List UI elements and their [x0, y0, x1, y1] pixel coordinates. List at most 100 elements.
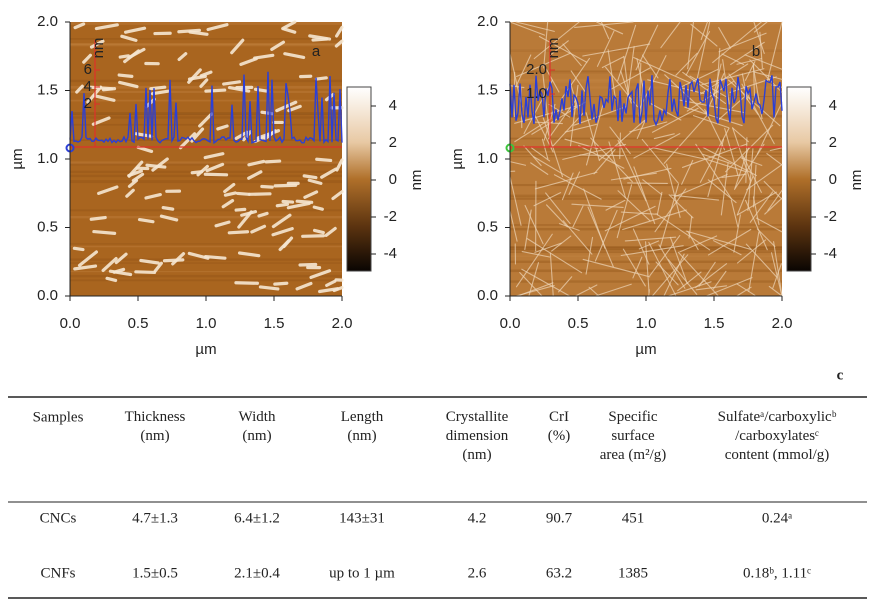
text-line: (nm) [462, 447, 491, 463]
fibril [695, 143, 732, 200]
fibril [713, 240, 742, 256]
fibril [118, 54, 130, 59]
fibril [767, 189, 783, 211]
fibril [763, 180, 783, 200]
fibril [769, 147, 783, 152]
colorbar-tick-label: -4 [824, 245, 837, 262]
fibril [139, 258, 160, 265]
fibril [278, 239, 291, 252]
fibril [227, 85, 251, 93]
fibril [198, 112, 214, 128]
fibril [515, 233, 553, 288]
fibril [89, 215, 107, 221]
fibril [97, 185, 119, 196]
fibril [696, 21, 711, 81]
profile-tick-label: 4 [84, 78, 92, 95]
fibril [273, 183, 298, 188]
fibril [222, 80, 242, 86]
fibril [745, 243, 777, 278]
fibril [721, 53, 745, 66]
fibril [523, 145, 542, 167]
text-line: Sulfateᵃ/carboxylicᵇ [718, 409, 837, 425]
scan-line [70, 163, 342, 166]
fibril [230, 38, 245, 55]
fibril [734, 147, 750, 191]
fibril [667, 281, 712, 297]
fibril [772, 263, 782, 289]
fibril [705, 277, 753, 297]
fibril [73, 264, 98, 271]
colorbar [346, 86, 372, 272]
fibril [275, 202, 290, 208]
fibril [633, 57, 693, 85]
fibril [72, 246, 85, 252]
fibril [679, 235, 718, 253]
fibril [234, 281, 259, 285]
text-line: (%) [548, 428, 571, 444]
table-cell: 143±31 [339, 510, 385, 526]
y-tick-label: 2.0 [477, 13, 498, 30]
fibril [75, 84, 84, 94]
scan-line [510, 22, 782, 25]
scan-line [70, 258, 342, 261]
fibril [509, 210, 518, 242]
fibril [206, 23, 229, 32]
text-line: dimension [446, 428, 509, 444]
scan-line [70, 209, 342, 212]
table-cell: 1385 [618, 565, 648, 581]
fibril [260, 184, 274, 189]
table-header: Sulfateᵃ/carboxylicᵇ/carboxylatesᶜ conten… [718, 409, 837, 463]
fibril [205, 162, 225, 173]
table-cell: 6.4±1.2 [234, 510, 280, 526]
fibril [325, 279, 337, 287]
colorbar-tick-label: -2 [384, 208, 397, 225]
fibril [702, 153, 732, 165]
fibril [682, 71, 726, 105]
panel-label: b [752, 43, 760, 60]
fibril [700, 21, 709, 41]
table-cell: 4.2 [468, 510, 487, 526]
fibril [509, 176, 522, 226]
fibril [732, 127, 751, 181]
fibril [594, 209, 618, 262]
fibril [188, 30, 209, 36]
panel-label: a [312, 43, 321, 60]
fibril [314, 76, 328, 81]
x-tick-label: 0.5 [128, 315, 149, 332]
fibril [538, 35, 588, 63]
fibril [616, 184, 633, 239]
colorbar-tick-label: 2 [829, 134, 837, 151]
fibril [253, 53, 275, 60]
colorbar-tick-label: 4 [389, 97, 397, 114]
fibril [92, 94, 116, 102]
fibril [695, 285, 728, 291]
colorbar [786, 86, 812, 272]
fibril [564, 123, 598, 133]
table-cell: 63.2 [546, 565, 572, 581]
fibril [734, 143, 765, 189]
fibril [590, 137, 633, 183]
fibril [702, 146, 757, 177]
fibril [732, 127, 749, 143]
text-line: area (m²/g) [600, 447, 667, 463]
text-line: Specific [608, 409, 657, 425]
fibril [629, 121, 668, 133]
fibril [187, 68, 202, 84]
fibril [744, 54, 783, 70]
fibril [546, 204, 568, 228]
height-profile [509, 75, 783, 127]
x-tick-label: 1.5 [264, 315, 285, 332]
fibril [283, 52, 306, 60]
y-tick-label: 1.0 [37, 150, 58, 167]
scan-line [510, 269, 782, 273]
colorbar-tick-label: 4 [829, 97, 837, 114]
fibril [645, 241, 650, 293]
table-header: CrI (%) [548, 409, 571, 444]
table-header: Width (nm) [239, 409, 276, 444]
fibril [534, 171, 598, 190]
fibril [281, 199, 295, 204]
fibril [572, 205, 584, 228]
fibril [334, 39, 344, 48]
colorbar-tick-label: -4 [384, 245, 397, 262]
